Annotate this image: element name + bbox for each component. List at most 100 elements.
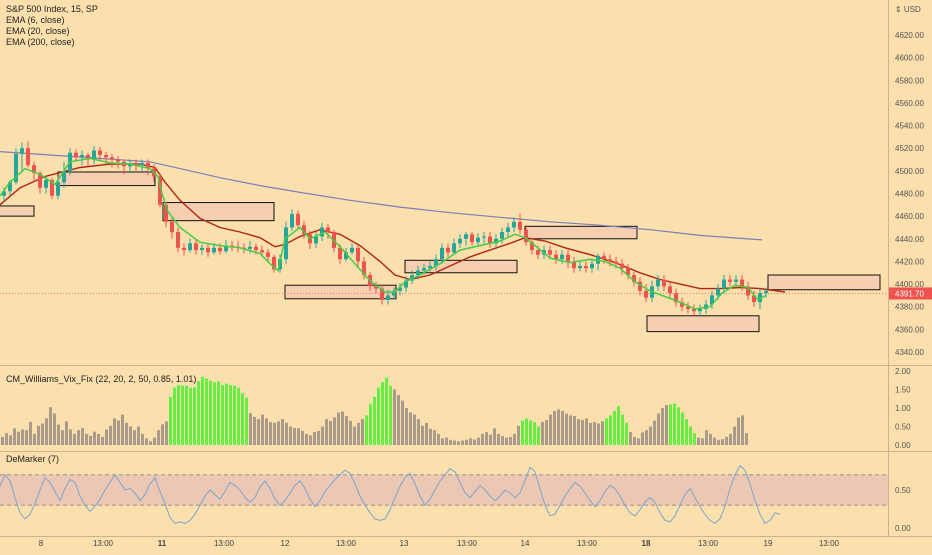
candle-down <box>524 229 528 243</box>
vix-bar <box>265 418 268 445</box>
candle-up <box>314 236 318 244</box>
price-zone-box <box>767 274 881 291</box>
candle-up <box>500 231 504 239</box>
time-axis-label: 13:00 <box>214 539 235 548</box>
vix-bar <box>733 426 736 445</box>
vix-bar <box>121 414 124 445</box>
time-axis-label: 8 <box>39 539 44 548</box>
candle-down <box>536 250 540 255</box>
candle-down <box>266 252 270 257</box>
price-tick: 4540.00 <box>895 122 924 131</box>
vix-bar <box>9 435 12 445</box>
vix-bar <box>173 387 176 445</box>
vix-legend[interactable]: CM_Williams_Vix_Fix (22, 20, 2, 50, 0.85… <box>6 374 196 385</box>
candle-down <box>662 279 666 287</box>
vix-bar <box>409 412 412 445</box>
vix-bar <box>397 395 400 445</box>
vix-bar <box>289 426 292 445</box>
last-price-tag <box>889 287 932 300</box>
vix-bar <box>693 433 696 445</box>
candle-up <box>710 295 714 305</box>
ema200-legend[interactable]: EMA (200, close) <box>6 37 75 47</box>
candle-up <box>434 259 438 266</box>
vix-bar <box>253 416 256 445</box>
candle-down <box>296 213 300 226</box>
candle-down <box>686 306 690 309</box>
candle-up <box>392 290 396 296</box>
vix-bar <box>549 414 552 445</box>
candle-up <box>482 236 486 238</box>
vix-bar <box>717 439 720 445</box>
vix-bar <box>401 400 404 445</box>
price-zone-box <box>0 205 35 217</box>
price-tick: 4440.00 <box>895 235 924 244</box>
vix-bar <box>669 404 672 445</box>
vix-bar <box>161 424 164 445</box>
vix-bar <box>65 421 68 445</box>
vix-bar <box>93 431 96 445</box>
vix-bar <box>505 437 508 445</box>
vix-bar <box>709 433 712 445</box>
candle-down <box>74 152 78 158</box>
price-tick: 4400.00 <box>895 280 924 289</box>
candle-down <box>116 159 120 162</box>
symbol-title[interactable]: S&P 500 Index, 15, SP <box>6 4 98 14</box>
vix-bar <box>657 413 660 445</box>
vix-tick: 1.00 <box>895 404 911 413</box>
candle-up <box>656 279 660 287</box>
candle-up <box>290 213 294 228</box>
vix-bar <box>41 423 44 445</box>
price-tick: 4560.00 <box>895 99 924 108</box>
vix-bar <box>201 376 204 445</box>
vix-bar <box>517 425 520 445</box>
vix-bar <box>557 409 560 445</box>
candle-down <box>380 288 384 300</box>
vix-bar <box>485 432 488 445</box>
candle-down <box>164 204 168 222</box>
vix-bar <box>137 426 140 445</box>
time-axis-label: 19 <box>764 539 773 548</box>
candle-up <box>320 227 324 237</box>
vix-bar <box>217 381 220 445</box>
candle-down <box>338 247 342 260</box>
demarker-legend[interactable]: DeMarker (7) <box>6 454 59 465</box>
vix-bar <box>697 437 700 445</box>
candle-down <box>272 256 276 270</box>
vix-bar <box>741 415 744 445</box>
demarker-tick: 0.50 <box>895 486 911 495</box>
vix-bar <box>621 414 624 445</box>
vix-bar <box>269 422 272 445</box>
vix-bar <box>637 438 640 445</box>
price-zone-box <box>524 225 638 240</box>
vix-bar <box>349 420 352 445</box>
vix-bar <box>189 387 192 445</box>
candle-up <box>722 279 726 289</box>
vix-bar <box>33 433 36 445</box>
ema200-line <box>0 151 763 241</box>
ema20-legend[interactable]: EMA (20, close) <box>6 26 70 36</box>
vix-bar <box>601 421 604 445</box>
candle-up <box>92 150 96 160</box>
candle-down <box>644 290 648 298</box>
demarker-title[interactable]: DeMarker (7) <box>6 454 60 464</box>
candle-down <box>50 179 54 196</box>
vix-bar <box>481 433 484 445</box>
vix-bar <box>453 440 456 445</box>
candle-up <box>386 295 390 300</box>
vix-bar <box>53 413 56 445</box>
vix-bar <box>497 433 500 445</box>
vix-title[interactable]: CM_Williams_Vix_Fix (22, 20, 2, 50, 0.85… <box>6 374 197 384</box>
candle-up <box>284 227 288 260</box>
candle-up <box>422 268 426 271</box>
vix-bar <box>345 416 348 445</box>
candle-up <box>248 246 252 249</box>
candle-down <box>632 275 636 282</box>
ema6-legend[interactable]: EMA (6, close) <box>6 15 65 25</box>
candle-down <box>620 263 624 269</box>
price-tick: 4500.00 <box>895 167 924 176</box>
vix-bar <box>237 387 240 445</box>
vix-bar <box>597 423 600 445</box>
vix-bar <box>157 430 160 445</box>
